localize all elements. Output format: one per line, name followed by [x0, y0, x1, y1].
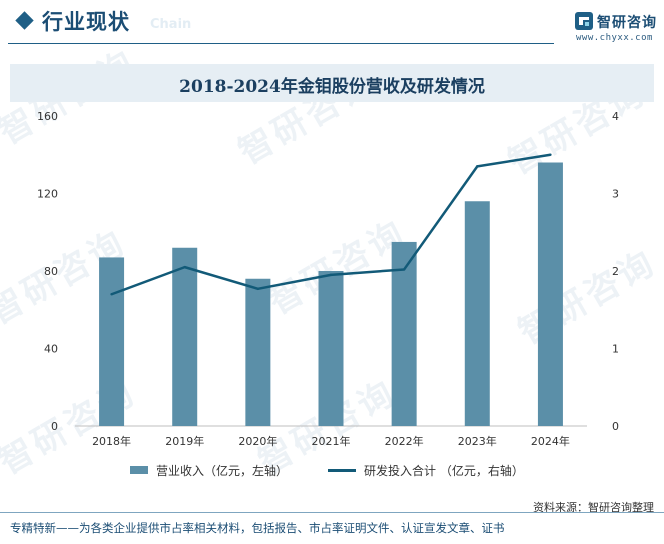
y-left-tick-label: 80: [44, 265, 58, 278]
chart-title: 2018-2024年金钼股份营收及研发情况: [179, 77, 485, 97]
y-right-tick-label: 2: [612, 265, 619, 278]
brand-url: www.chyxx.com: [576, 33, 653, 43]
x-tick-label: 2023年: [458, 434, 497, 448]
line-rd-point: [256, 287, 260, 291]
y-right-tick-label: 0: [612, 420, 619, 433]
line-rd-point: [329, 273, 333, 277]
y-left-tick-label: 0: [51, 420, 58, 433]
bar-revenue: [172, 247, 198, 426]
y-left-tick-label: 160: [37, 110, 58, 123]
y-right-tick-label: 4: [612, 110, 619, 123]
section-ghost-text: Chain: [150, 17, 192, 32]
brand-name: 智研咨询: [597, 15, 657, 31]
x-tick-label: 2021年: [312, 434, 351, 448]
chart-legend: 营业收入（亿元，左轴） 研发投入合计 （亿元，右轴）: [0, 460, 664, 480]
y-left-tick-label: 40: [44, 343, 58, 356]
brand-logo-block: 智研咨询 www.chyxx.com: [574, 11, 662, 43]
x-tick-label: 2020年: [238, 434, 277, 448]
source-note: 资料来源：智研咨询整理: [533, 501, 654, 514]
bar-revenue: [391, 241, 417, 426]
bar-revenue: [245, 278, 271, 426]
revenue-rd-chart: 0 40 80 120 160 0 1 2 3 4 2018年 2019年 2020年 2021年 2022…: [37, 110, 619, 448]
bar-revenue: [537, 162, 563, 426]
line-rd-point: [549, 153, 552, 156]
y-right-tick-label: 1: [612, 343, 619, 356]
legend-label-rd: 研发投入合计 （亿元，右轴）: [364, 463, 524, 478]
bar-revenue: [318, 271, 344, 426]
legend-swatch-line: [328, 468, 356, 472]
footer-text: 专精特新——为各类企业提供市占率相关材料，包括报告、市占率证明文件、认证宣发文章…: [10, 521, 505, 535]
y-right-tick-label: 3: [612, 188, 619, 201]
y-left-tick-label: 120: [37, 188, 58, 201]
legend-item-revenue: 营业收入（亿元，左轴）: [130, 460, 288, 480]
x-tick-label: 2022年: [385, 434, 424, 448]
section-title: 行业现状: [42, 10, 130, 34]
x-tick-label: 2018年: [92, 434, 131, 448]
legend-swatch-bar: [130, 466, 148, 474]
diamond-icon: [15, 11, 34, 30]
line-rd-point: [183, 265, 186, 269]
footer-divider: [0, 512, 664, 513]
bar-revenue: [464, 201, 490, 426]
footer: 专精特新——为各类企业提供市占率相关材料，包括报告、市占率证明文件、认证宣发文章…: [0, 512, 664, 544]
legend-item-rd: 研发投入合计 （亿元，右轴）: [328, 460, 524, 480]
bar-revenue: [99, 257, 125, 426]
brand-logo-icon: [575, 12, 593, 30]
line-rd-point: [110, 293, 113, 296]
legend-label-revenue: 营业收入（亿元，左轴）: [156, 463, 289, 478]
x-tick-label: 2019年: [165, 434, 204, 448]
line-rd-point: [402, 268, 406, 271]
line-rd-point: [476, 165, 479, 168]
x-tick-label: 2024年: [531, 434, 570, 448]
chart-title-band: 2018-2024年金钼股份营收及研发情况: [10, 64, 654, 102]
header-divider: [8, 43, 554, 44]
section-header: 行业现状 Chain: [0, 0, 664, 46]
